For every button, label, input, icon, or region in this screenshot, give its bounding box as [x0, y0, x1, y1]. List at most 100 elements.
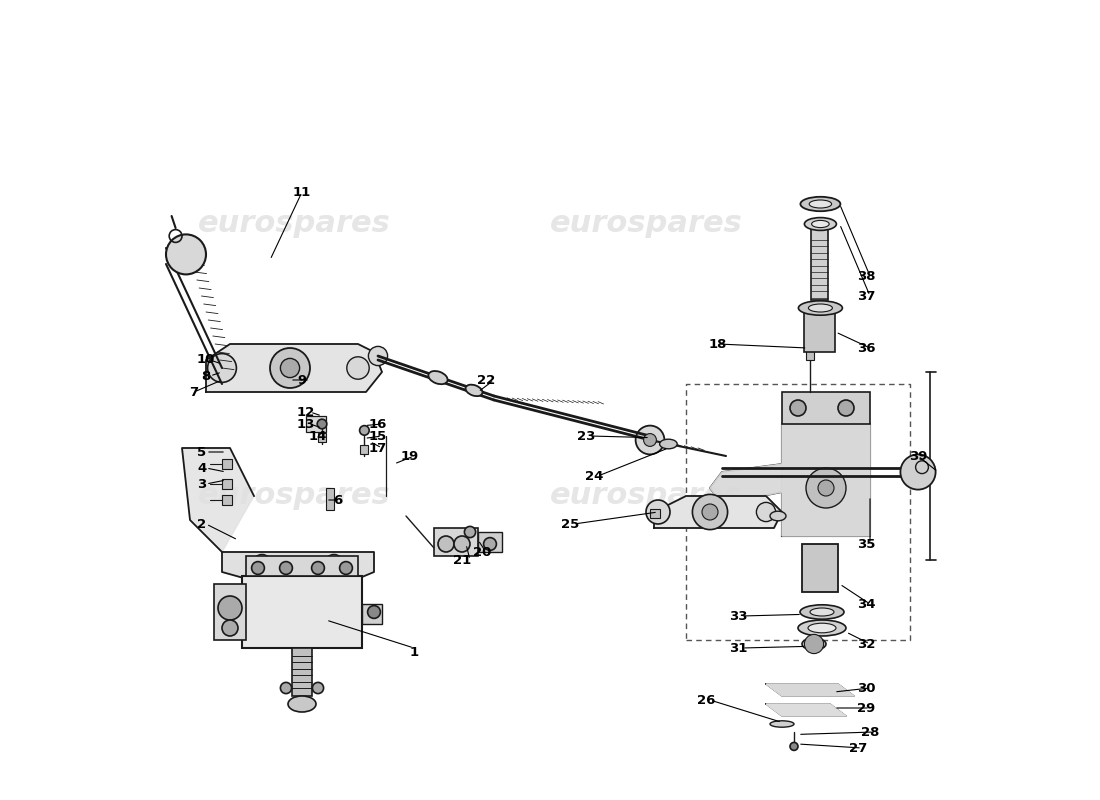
Text: 5: 5 [197, 446, 207, 458]
Ellipse shape [810, 200, 832, 208]
Bar [804, 308, 835, 352]
Text: 7: 7 [189, 386, 199, 398]
Circle shape [218, 596, 242, 620]
Circle shape [340, 562, 352, 574]
Bar [222, 495, 232, 505]
Text: 4: 4 [197, 462, 207, 474]
Circle shape [367, 606, 381, 618]
Bar [806, 336, 814, 360]
Text: 12: 12 [297, 406, 315, 418]
Circle shape [636, 426, 664, 454]
Text: 19: 19 [400, 450, 419, 462]
Ellipse shape [808, 304, 833, 312]
Bar [361, 445, 368, 454]
Bar [811, 228, 828, 300]
Text: 17: 17 [368, 442, 387, 454]
Circle shape [252, 562, 264, 574]
Ellipse shape [770, 721, 794, 727]
Circle shape [790, 400, 806, 416]
Polygon shape [710, 464, 782, 504]
Circle shape [317, 419, 327, 429]
Text: eurospares: eurospares [550, 482, 742, 510]
Text: 39: 39 [909, 450, 927, 462]
Text: 28: 28 [861, 726, 879, 738]
Text: 2: 2 [197, 518, 207, 530]
Circle shape [804, 634, 824, 654]
Bar [362, 604, 382, 624]
Circle shape [464, 526, 475, 538]
Bar [478, 532, 502, 552]
Text: 14: 14 [309, 430, 327, 442]
Text: eurospares: eurospares [550, 210, 742, 238]
Text: 36: 36 [857, 342, 876, 354]
Text: 15: 15 [368, 430, 387, 442]
Polygon shape [782, 400, 870, 536]
Text: 33: 33 [728, 610, 747, 622]
Text: 38: 38 [857, 270, 876, 282]
Ellipse shape [802, 638, 826, 650]
Polygon shape [766, 684, 854, 696]
Ellipse shape [660, 439, 678, 449]
Circle shape [692, 494, 727, 530]
Text: 9: 9 [297, 374, 307, 386]
Circle shape [806, 468, 846, 508]
Ellipse shape [770, 511, 786, 521]
Text: 21: 21 [453, 554, 471, 566]
Text: 20: 20 [473, 546, 492, 558]
Ellipse shape [800, 605, 844, 619]
Polygon shape [206, 344, 382, 392]
Text: 27: 27 [849, 742, 867, 754]
Bar [318, 433, 326, 442]
Text: eurospares: eurospares [198, 210, 390, 238]
Ellipse shape [810, 608, 834, 616]
Circle shape [790, 742, 798, 750]
Text: 30: 30 [857, 682, 876, 694]
Ellipse shape [812, 220, 829, 227]
Ellipse shape [428, 371, 448, 384]
Polygon shape [654, 496, 782, 528]
Circle shape [484, 538, 496, 550]
Bar [222, 459, 232, 469]
Circle shape [757, 502, 776, 522]
Bar [306, 416, 326, 432]
Circle shape [838, 400, 854, 416]
Text: 6: 6 [333, 494, 342, 506]
Text: 1: 1 [409, 646, 419, 658]
Text: 24: 24 [585, 470, 603, 482]
Circle shape [280, 358, 299, 378]
Circle shape [368, 346, 387, 366]
Text: 11: 11 [293, 186, 311, 198]
Circle shape [270, 348, 310, 388]
Circle shape [644, 434, 657, 446]
Text: 31: 31 [729, 642, 747, 654]
Ellipse shape [288, 696, 316, 712]
Circle shape [166, 234, 206, 274]
Circle shape [208, 354, 236, 382]
Text: eurospares: eurospares [198, 482, 390, 510]
Circle shape [280, 682, 292, 694]
Text: 10: 10 [197, 354, 216, 366]
Bar [650, 509, 660, 518]
Bar [214, 584, 246, 640]
Text: 26: 26 [696, 694, 715, 706]
Text: 34: 34 [857, 598, 876, 610]
Bar [326, 488, 334, 510]
Bar [802, 544, 838, 592]
Ellipse shape [804, 218, 836, 230]
Circle shape [818, 480, 834, 496]
Circle shape [646, 500, 670, 524]
Text: 16: 16 [368, 418, 387, 430]
Ellipse shape [801, 197, 840, 211]
Polygon shape [182, 448, 254, 552]
Circle shape [279, 562, 293, 574]
Ellipse shape [799, 301, 843, 315]
Circle shape [252, 554, 272, 574]
Text: 35: 35 [857, 538, 876, 550]
Circle shape [312, 682, 323, 694]
Circle shape [901, 454, 936, 490]
Text: 3: 3 [197, 478, 207, 490]
Polygon shape [766, 704, 846, 716]
Text: 23: 23 [576, 430, 595, 442]
Circle shape [324, 554, 343, 574]
Bar [246, 556, 358, 576]
